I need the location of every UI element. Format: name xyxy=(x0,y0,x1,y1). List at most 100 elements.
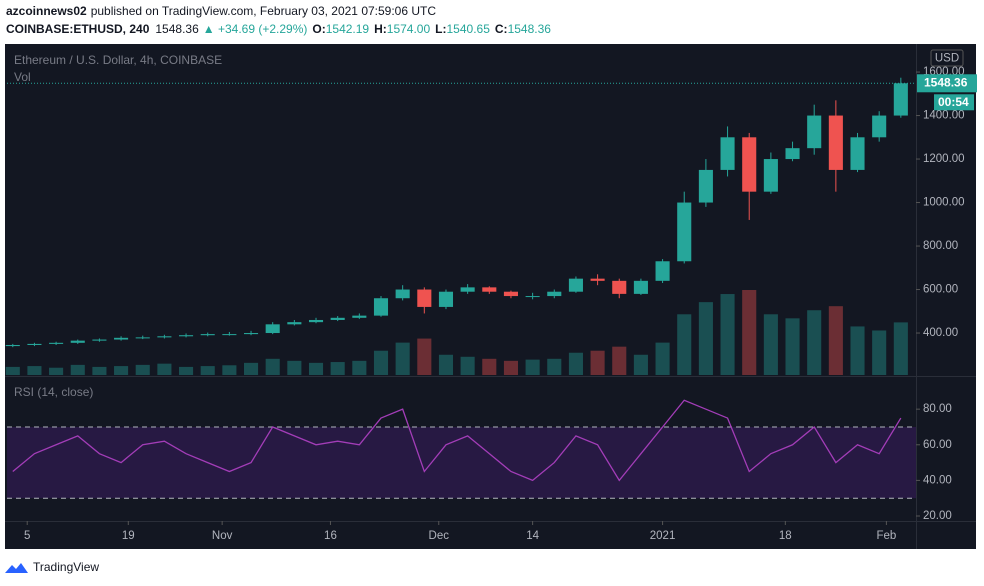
volume-bar xyxy=(590,350,605,375)
volume-bar xyxy=(114,366,129,375)
last-price-label: 1548.36 xyxy=(924,75,968,89)
volume-bar xyxy=(698,302,713,375)
countdown-label: 00:54 xyxy=(938,95,969,109)
candle-body xyxy=(482,287,497,292)
rsi-label: RSI (14, close) xyxy=(14,385,93,399)
candle-body xyxy=(785,148,800,160)
volume-bar xyxy=(308,362,324,375)
volume-bar xyxy=(482,358,497,375)
volume-bar xyxy=(785,318,800,375)
rsi-y-tick-label: 60.00 xyxy=(923,439,952,451)
ohlc-label: L: xyxy=(435,22,446,36)
candle-body xyxy=(352,315,367,318)
countdown-box xyxy=(934,94,974,111)
volume-bar xyxy=(157,363,172,375)
candle-body xyxy=(49,342,64,344)
volume-bar xyxy=(287,360,302,375)
candle-body xyxy=(763,159,778,192)
candle-body xyxy=(287,322,302,325)
volume-bar xyxy=(49,367,64,375)
volume-bar xyxy=(893,322,908,375)
last-price-box xyxy=(917,74,977,93)
candle-body xyxy=(547,291,562,297)
candle-body xyxy=(417,289,432,307)
ohlc-label: C: xyxy=(495,22,508,36)
tradingview-logo xyxy=(5,563,28,573)
candle-body xyxy=(677,202,692,262)
volume-bar xyxy=(135,364,150,375)
volume-bar xyxy=(720,294,735,375)
x-tick-label: 2021 xyxy=(650,530,676,542)
x-tick-label: Dec xyxy=(429,530,450,542)
candle-body xyxy=(438,291,454,307)
volume-bar xyxy=(243,362,259,375)
ohlc-label: H: xyxy=(374,22,387,36)
volume-bar xyxy=(612,346,627,375)
volume-bar xyxy=(807,310,822,375)
candle-body xyxy=(460,287,475,292)
candle-body xyxy=(330,317,345,320)
volume-bar xyxy=(27,366,42,375)
volume-bar xyxy=(200,366,215,375)
last-price: 1548.36 xyxy=(155,22,199,36)
published: published on TradingView.com, February 0… xyxy=(91,4,437,18)
candle-body xyxy=(590,278,605,281)
volume-bar xyxy=(677,314,692,375)
volume-bar xyxy=(568,352,583,375)
candle-body xyxy=(742,137,757,192)
ohlc-value: 1574.00 xyxy=(387,22,431,36)
change: ▲ +34.69 (+2.29%) xyxy=(203,22,308,36)
x-tick-label: Nov xyxy=(212,530,233,542)
x-tick-label: 18 xyxy=(779,530,792,542)
candle-body xyxy=(720,137,735,170)
publisher: azcoinnews02 xyxy=(6,4,87,18)
candle-body xyxy=(243,333,259,335)
x-tick-label: Feb xyxy=(876,530,896,542)
volume-bar xyxy=(179,366,194,375)
volume-bar xyxy=(222,365,237,375)
candle-body xyxy=(157,336,172,338)
volume-bar xyxy=(460,356,475,375)
x-tick-label: 16 xyxy=(324,530,337,542)
volume-bar xyxy=(92,366,107,375)
header-line-2: COINBASE:ETHUSD, 240 1548.36 ▲ +34.69 (+2.… xyxy=(6,22,551,36)
candle-body xyxy=(828,115,843,170)
candle-body xyxy=(92,339,107,341)
candle-body xyxy=(872,115,887,138)
rsi-y-tick-label: 80.00 xyxy=(923,403,952,415)
candle-body xyxy=(135,337,150,339)
candle-body xyxy=(5,344,20,347)
ohlc-label: O: xyxy=(312,22,325,36)
symbol: COINBASE:ETHUSD, 240 xyxy=(6,22,150,36)
volume-bar xyxy=(330,362,345,375)
x-tick-label: 19 xyxy=(122,530,135,542)
header-line-1: azcoinnews02 published on TradingView.com… xyxy=(6,4,436,18)
y-tick-label: 1200.00 xyxy=(923,153,965,165)
volume-bar xyxy=(525,359,540,375)
candle-body xyxy=(525,296,540,298)
candle-body xyxy=(655,261,670,281)
volume-bar xyxy=(633,354,648,375)
volume-bar xyxy=(395,342,410,375)
volume-bar xyxy=(438,354,454,375)
candle-body xyxy=(568,278,583,292)
candle-body xyxy=(114,337,129,340)
rsi-y-tick-label: 20.00 xyxy=(923,510,952,522)
candle-body xyxy=(200,334,215,336)
candle-body xyxy=(807,115,822,149)
candle-body xyxy=(373,298,389,316)
volume-bar xyxy=(872,330,887,375)
volume-bar xyxy=(373,350,389,375)
volume-bar xyxy=(655,342,670,375)
volume-bar xyxy=(417,338,432,375)
candle-body xyxy=(633,280,648,294)
x-tick-label: 5 xyxy=(24,530,30,542)
candle-body xyxy=(395,289,410,299)
volume-bar xyxy=(742,290,757,375)
candle-body xyxy=(308,319,324,323)
x-tick-label: 14 xyxy=(526,530,539,542)
volume-bar xyxy=(70,364,85,375)
volume-bar xyxy=(828,306,843,375)
y-tick-label: 400.00 xyxy=(923,327,958,339)
